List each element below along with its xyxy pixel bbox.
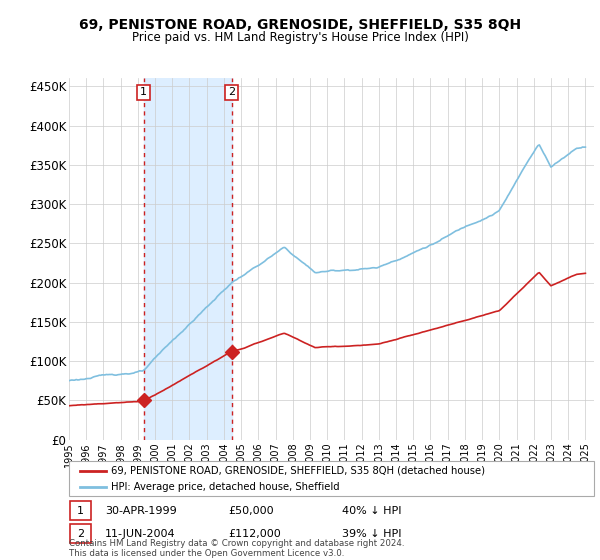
Text: £112,000: £112,000 — [228, 529, 281, 539]
Text: 30-APR-1999: 30-APR-1999 — [105, 506, 177, 516]
Text: Price paid vs. HM Land Registry's House Price Index (HPI): Price paid vs. HM Land Registry's House … — [131, 31, 469, 44]
Text: 2: 2 — [77, 529, 84, 539]
Text: 69, PENISTONE ROAD, GRENOSIDE, SHEFFIELD, S35 8QH (detached house): 69, PENISTONE ROAD, GRENOSIDE, SHEFFIELD… — [111, 465, 485, 475]
Text: 1: 1 — [77, 506, 84, 516]
Text: 39% ↓ HPI: 39% ↓ HPI — [342, 529, 401, 539]
Text: 2: 2 — [228, 87, 235, 97]
Text: HPI: Average price, detached house, Sheffield: HPI: Average price, detached house, Shef… — [111, 482, 340, 492]
Bar — [143, 78, 232, 440]
Text: 11-JUN-2004: 11-JUN-2004 — [105, 529, 176, 539]
Text: £50,000: £50,000 — [228, 506, 274, 516]
Text: 1: 1 — [140, 87, 147, 97]
Text: 40% ↓ HPI: 40% ↓ HPI — [342, 506, 401, 516]
Text: 69, PENISTONE ROAD, GRENOSIDE, SHEFFIELD, S35 8QH: 69, PENISTONE ROAD, GRENOSIDE, SHEFFIELD… — [79, 18, 521, 32]
Text: Contains HM Land Registry data © Crown copyright and database right 2024.
This d: Contains HM Land Registry data © Crown c… — [69, 539, 404, 558]
